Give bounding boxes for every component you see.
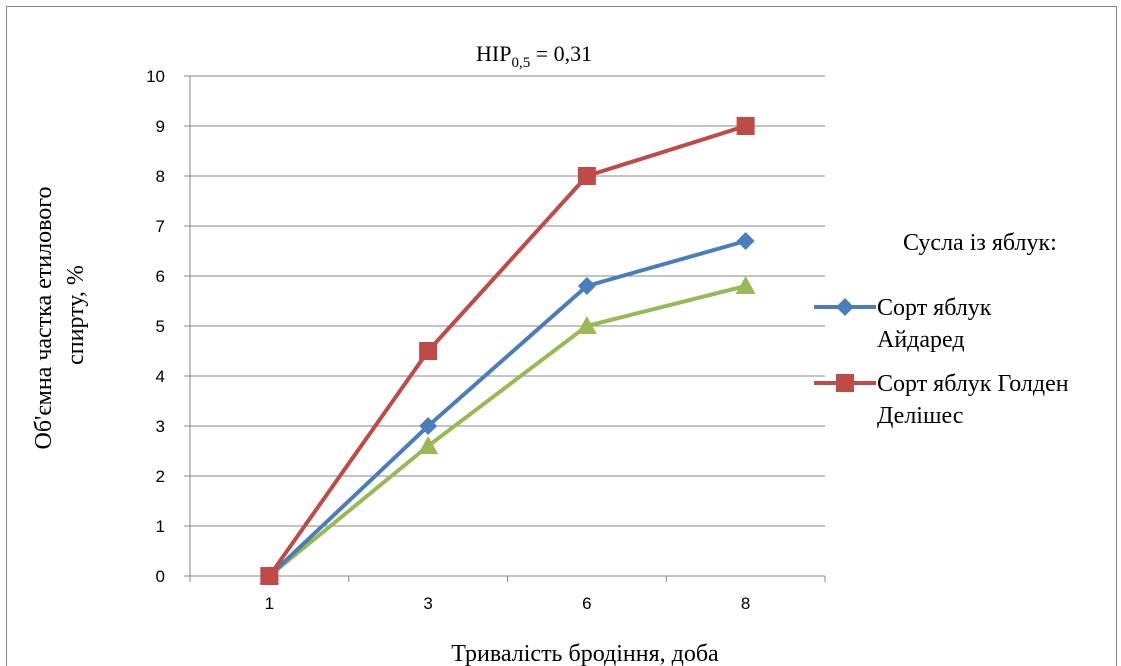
gridlines [190,75,825,527]
data-point-triangle-3 [418,436,439,454]
series-lines [267,124,747,578]
data-point-square-6 [577,167,596,185]
series-line-square [267,124,747,578]
series-line-diamond [268,239,747,578]
legend-label-diamond-line2: Айдаред [877,327,965,353]
x-tick-labels: 1 3 6 8 [265,594,751,613]
x-tick-label-6: 6 [582,594,591,613]
series-line-triangle [268,284,747,578]
legend-marker-diamond [836,298,854,316]
legend: Сорт яблук Айдаред Сорт яблук Голден Деліше… [814,295,1069,429]
annotation-label: НІР0,5 = 0,31 [476,41,592,71]
chart-frame [6,6,1117,666]
y-tick-label-0: 0 [156,567,165,586]
x-tick-label-3: 3 [423,594,432,613]
y-tick-label-5: 5 [156,317,165,336]
y-axis-label: Об'ємна частка етилового спирту, % [31,180,89,449]
y-axis-label-line1: Об'ємна частка етилового [31,186,57,449]
y-tick-label-7: 7 [156,217,165,236]
data-point-square-1 [260,567,279,585]
y-tick-label-6: 6 [156,267,165,286]
data-point-triangle-6 [576,316,597,334]
x-tick-label-1: 1 [265,594,274,613]
legend-marker-square [836,374,854,392]
legend-label-square-line2: Делішес [877,403,963,429]
x-axis-label: Тривалість бродіння, доба [451,641,719,666]
y-tick-label-10: 10 [146,67,165,86]
series-markers [259,117,756,585]
y-tick-labels: 0 1 2 3 4 5 6 7 8 9 10 [146,67,165,586]
data-point-triangle-8 [735,276,756,294]
axes [184,75,826,582]
y-tick-label-9: 9 [156,117,165,136]
legend-label-square-line1: Сорт яблук Голден [877,371,1069,397]
y-tick-label-8: 8 [156,167,165,186]
y-axis-label-line2: спирту, % [63,265,89,365]
data-point-diamond-8 [736,232,755,250]
data-point-diamond-3 [419,417,438,435]
data-point-square-3 [419,342,438,360]
y-tick-label-4: 4 [156,367,165,386]
legend-label-diamond-line1: Сорт яблук [877,295,992,321]
data-point-diamond-6 [577,277,596,295]
y-tick-label-3: 3 [156,417,165,436]
y-tick-label-2: 2 [156,467,165,486]
data-point-square-8 [736,117,755,135]
legend-title: Сусла із яблук: [903,230,1057,256]
y-tick-label-1: 1 [156,517,165,536]
x-tick-label-8: 8 [741,594,750,613]
